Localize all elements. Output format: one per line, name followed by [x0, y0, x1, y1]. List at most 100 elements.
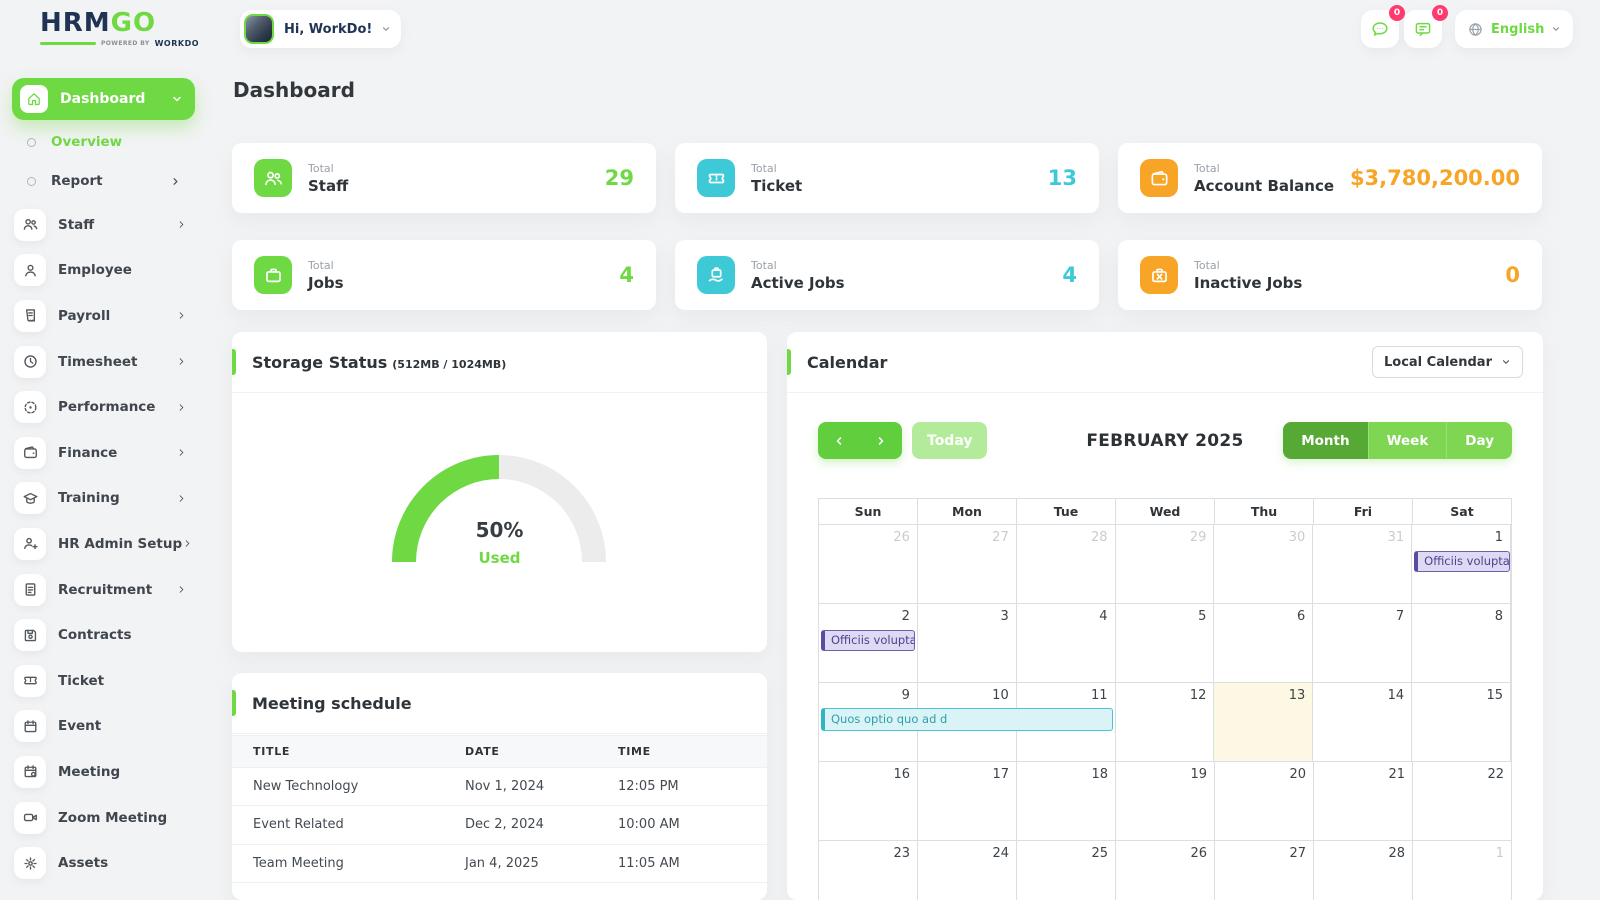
language-selector[interactable]: English	[1455, 10, 1574, 48]
calendar-day-cell[interactable]: 16	[819, 762, 918, 840]
meeting-date-cell: Jan 4, 2025	[465, 855, 539, 871]
calendar-day-cell[interactable]: 4	[1017, 604, 1116, 682]
card-accent-bar	[787, 349, 791, 375]
storage-title: Storage Status	[252, 352, 388, 372]
globe-icon	[1469, 22, 1482, 36]
home-icon	[28, 93, 40, 106]
chevron-right-icon	[179, 449, 184, 456]
sidebar-item-finance[interactable]: Finance	[0, 430, 207, 476]
sidebar-item-payroll[interactable]: Payroll	[0, 293, 207, 339]
calendar-day-cell[interactable]: 18	[1017, 762, 1116, 840]
chevron-right-icon	[173, 177, 178, 185]
logo-text: HRMGO	[40, 10, 199, 36]
app-logo[interactable]: HRMGO Powered By WORKDO	[40, 10, 199, 48]
calendar-day-cell[interactable]: 1	[1495, 846, 1504, 861]
storage-used-label: Used	[478, 549, 521, 567]
user-icon	[24, 264, 36, 277]
sidebar-item-staff[interactable]: Staff	[0, 202, 207, 248]
meeting-time-cell: 11:05 AM	[618, 855, 680, 871]
sidebar-item-event[interactable]: Event	[0, 704, 207, 750]
table-row: Event Related Dec 2, 2024 10:00 AM	[232, 806, 767, 845]
weekday-label-fri: Fri	[1314, 499, 1413, 524]
sidebar-item-timesheet[interactable]: Timesheet	[0, 339, 207, 385]
calendar-day-cell[interactable]: 28	[1314, 841, 1413, 900]
calendar-week-row: 16 17 18 19 20 21 22	[819, 762, 1511, 841]
calendar-day-cell[interactable]: 26	[819, 525, 918, 603]
stat-value: 29	[604, 166, 634, 190]
sidebar-item-overview[interactable]: Overview	[12, 124, 195, 160]
briefcase-hand-icon	[708, 266, 723, 282]
chevron-left-icon[interactable]	[833, 435, 845, 447]
stat-label: Account Balance	[1194, 176, 1335, 195]
calendar-day-cell-today[interactable]: 13	[1214, 683, 1314, 761]
calendar-day-cell[interactable]: 30	[1214, 525, 1314, 603]
view-button-week[interactable]: Week	[1367, 422, 1447, 459]
calendar-day-cell[interactable]: 7	[1313, 604, 1413, 682]
calendar-day-cell[interactable]: 21	[1314, 762, 1413, 840]
sidebar-item-assets[interactable]: Assets	[0, 840, 207, 886]
calendar-type-value: Local Calendar	[1383, 354, 1492, 370]
calendar-grid: Sun Mon Tue Wed Thu Fri Sat 26 27 28 29 30 31 1 Offic…	[818, 498, 1512, 900]
calendar-day-cell[interactable]: 29	[1116, 525, 1215, 603]
sidebar-item-hr-admin-setup[interactable]: HR Admin Setup	[0, 521, 207, 567]
video-icon	[23, 813, 37, 822]
calendar-day-cell[interactable]: 19	[1116, 762, 1215, 840]
sidebar-item-ticket[interactable]: Ticket	[0, 658, 207, 704]
calendar-event[interactable]: Quos optio quo ad d	[821, 708, 1113, 731]
calendar-day-cell[interactable]: 5	[1116, 604, 1215, 682]
calendar-day-cell[interactable]: 2	[819, 604, 918, 682]
messenger-button[interactable]: 0	[1361, 5, 1405, 48]
calendar-day-cell[interactable]: 26	[1116, 841, 1215, 900]
calendar-day-cell[interactable]: 24	[918, 841, 1017, 900]
sidebar-item-employee[interactable]: Employee	[0, 248, 207, 294]
calendar-day-cell[interactable]: 25	[1017, 841, 1116, 900]
view-button-day[interactable]: Day	[1446, 422, 1512, 459]
calendar-event[interactable]: Officiis voluptas c	[821, 630, 915, 651]
sidebar: Dashboard Overview Report Staff Employee P…	[0, 0, 207, 900]
calendar-day-cell[interactable]: 11	[1017, 683, 1116, 761]
calendar-day-cell[interactable]: 31	[1313, 525, 1413, 603]
calendar-card: Calendar Local Calendar Today FEBRUARY 2…	[787, 332, 1543, 900]
calendar-day-cell[interactable]: 28	[1017, 525, 1116, 603]
calendar-day-cell[interactable]: 1	[1412, 525, 1512, 603]
chevron-right-icon[interactable]	[875, 435, 887, 447]
notifications-badge: 0	[1432, 5, 1448, 21]
stat-label: Jobs	[308, 273, 344, 292]
calendar-day-cell[interactable]: 22	[1487, 767, 1504, 782]
calendar-day-cell[interactable]: 15	[1412, 683, 1512, 761]
meeting-schedule-card: Meeting schedule TITLE DATE TIME New Techn…	[232, 673, 767, 900]
calendar-day-cell[interactable]: 8	[1412, 604, 1512, 682]
calendar-day-cell[interactable]: 6	[1214, 604, 1314, 682]
calendar-day-cell[interactable]: 17	[918, 762, 1017, 840]
sidebar-item-report[interactable]: Report	[12, 163, 195, 199]
calendar-event[interactable]: Officiis voluptas c	[1414, 551, 1510, 572]
view-button-month[interactable]: Month	[1283, 422, 1368, 459]
today-button[interactable]: Today	[912, 422, 988, 459]
briefcase-x-icon	[1151, 268, 1167, 282]
stat-value: 4	[619, 263, 634, 287]
sidebar-item-recruitment[interactable]: Recruitment	[0, 567, 207, 613]
stat-prefix: Total	[308, 258, 334, 272]
sidebar-item-training[interactable]: Training	[0, 476, 207, 522]
page-title: Dashboard	[233, 78, 355, 102]
calendar-day-cell[interactable]: 14	[1313, 683, 1413, 761]
sidebar-item-zoom-meeting[interactable]: Zoom Meeting	[0, 795, 207, 841]
calendar-day-cell[interactable]: 27	[918, 525, 1017, 603]
calendar-type-select[interactable]: Local Calendar	[1371, 346, 1523, 378]
stat-prefix: Total	[751, 161, 777, 175]
calendar-day-cell[interactable]: 12	[1116, 683, 1215, 761]
calendar-day-cell[interactable]: 23	[819, 841, 918, 900]
notifications-button[interactable]: 0	[1404, 5, 1448, 48]
sidebar-item-label: Dashboard	[60, 91, 146, 107]
user-menu[interactable]: Hi, WorkDo!	[240, 10, 402, 48]
calendar-day-cell[interactable]: 3	[918, 604, 1017, 682]
stat-value: 13	[1047, 166, 1077, 190]
stat-value: 4	[1062, 263, 1077, 287]
sidebar-item-meeting[interactable]: Meeting	[0, 749, 207, 795]
sidebar-item-dashboard[interactable]: Dashboard	[12, 78, 195, 120]
sidebar-item-contracts[interactable]: Contracts	[0, 612, 207, 658]
calendar-day-cell[interactable]: 27	[1215, 841, 1314, 900]
calendar-day-cell[interactable]: 20	[1215, 762, 1314, 840]
sidebar-item-performance[interactable]: Performance	[0, 384, 207, 430]
stat-card-account-balance: Total Account Balance $3,780,200.00	[1118, 143, 1542, 213]
